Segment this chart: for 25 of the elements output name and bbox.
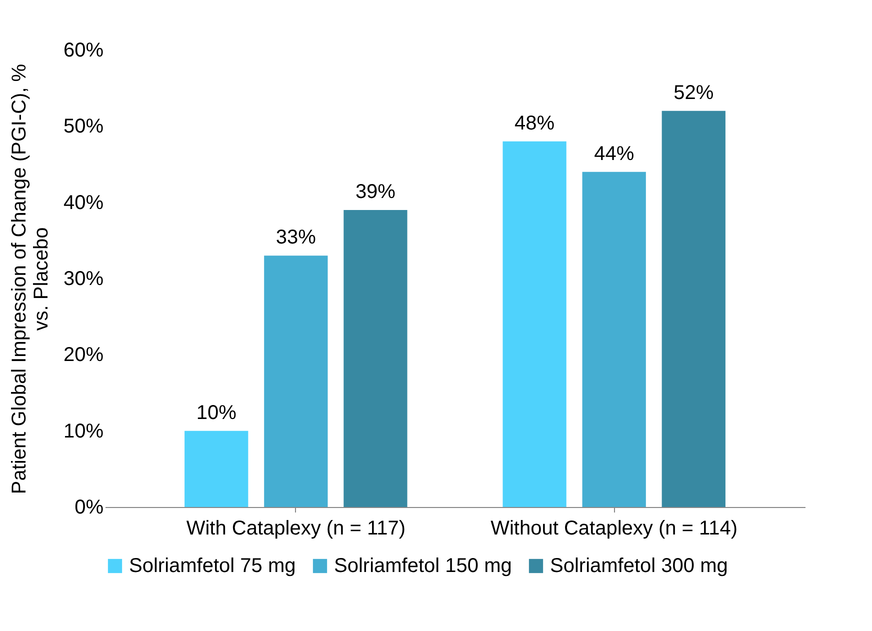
bar (662, 110, 726, 507)
data-label: 33% (276, 226, 316, 249)
x-tick-label: Without Cataplexy (n = 114) (490, 518, 738, 540)
y-tick-label: 60% (63, 40, 104, 62)
legend-label: Solriamfetol 75 mg (129, 555, 296, 577)
legend-label: Solriamfetol 300 mg (550, 555, 728, 577)
y-tick-label: 10% (63, 420, 104, 442)
data-label: 10% (196, 402, 237, 424)
data-label: 52% (674, 82, 714, 104)
y-axis-title: Patient Global Impression of Change (PGI-C), % vs. Placebo (8, 64, 52, 494)
y-tick-label: 0% (74, 496, 104, 518)
bar (502, 141, 566, 507)
x-tick-label: With Cataplexy (n = 117) (186, 518, 406, 540)
bar (582, 172, 646, 507)
bar (184, 430, 248, 507)
data-label: 48% (514, 112, 555, 134)
bar (264, 256, 328, 507)
legend-label: Solriamfetol 150 mg (334, 555, 512, 577)
y-tick-label: 40% (63, 192, 104, 214)
y-tick-label: 20% (63, 344, 104, 366)
data-label: 39% (355, 180, 396, 203)
bar (344, 210, 408, 507)
data-label: 44% (594, 142, 634, 165)
y-tick-label: 30% (63, 268, 104, 290)
y-tick-label: 50% (63, 116, 104, 138)
